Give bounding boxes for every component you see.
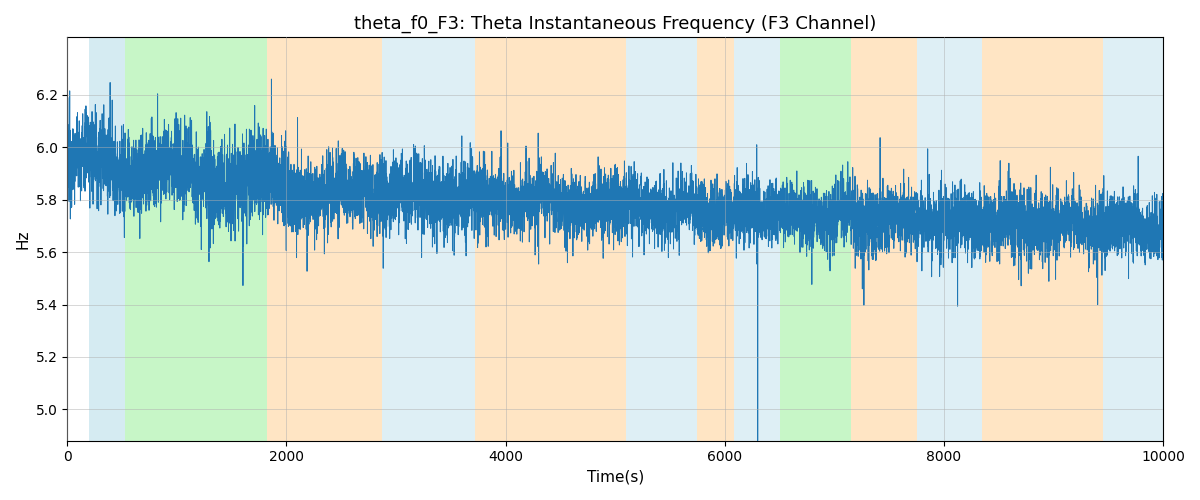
Bar	[697, 38, 733, 440]
Title: theta_f0_F3: Theta Instantaneous Frequency (F3 Channel): theta_f0_F3: Theta Instantaneous Frequen…	[354, 15, 876, 34]
Bar	[733, 38, 780, 440]
Bar	[382, 38, 475, 440]
Bar	[983, 38, 1103, 440]
Bar	[851, 38, 917, 440]
Bar	[89, 38, 125, 440]
Bar	[125, 38, 266, 440]
Bar	[626, 38, 697, 440]
Bar	[917, 38, 983, 440]
Bar	[266, 38, 382, 440]
Bar	[1103, 38, 1163, 440]
Bar	[780, 38, 851, 440]
X-axis label: Time(s): Time(s)	[587, 470, 643, 485]
Y-axis label: Hz: Hz	[16, 230, 30, 249]
Bar	[475, 38, 626, 440]
